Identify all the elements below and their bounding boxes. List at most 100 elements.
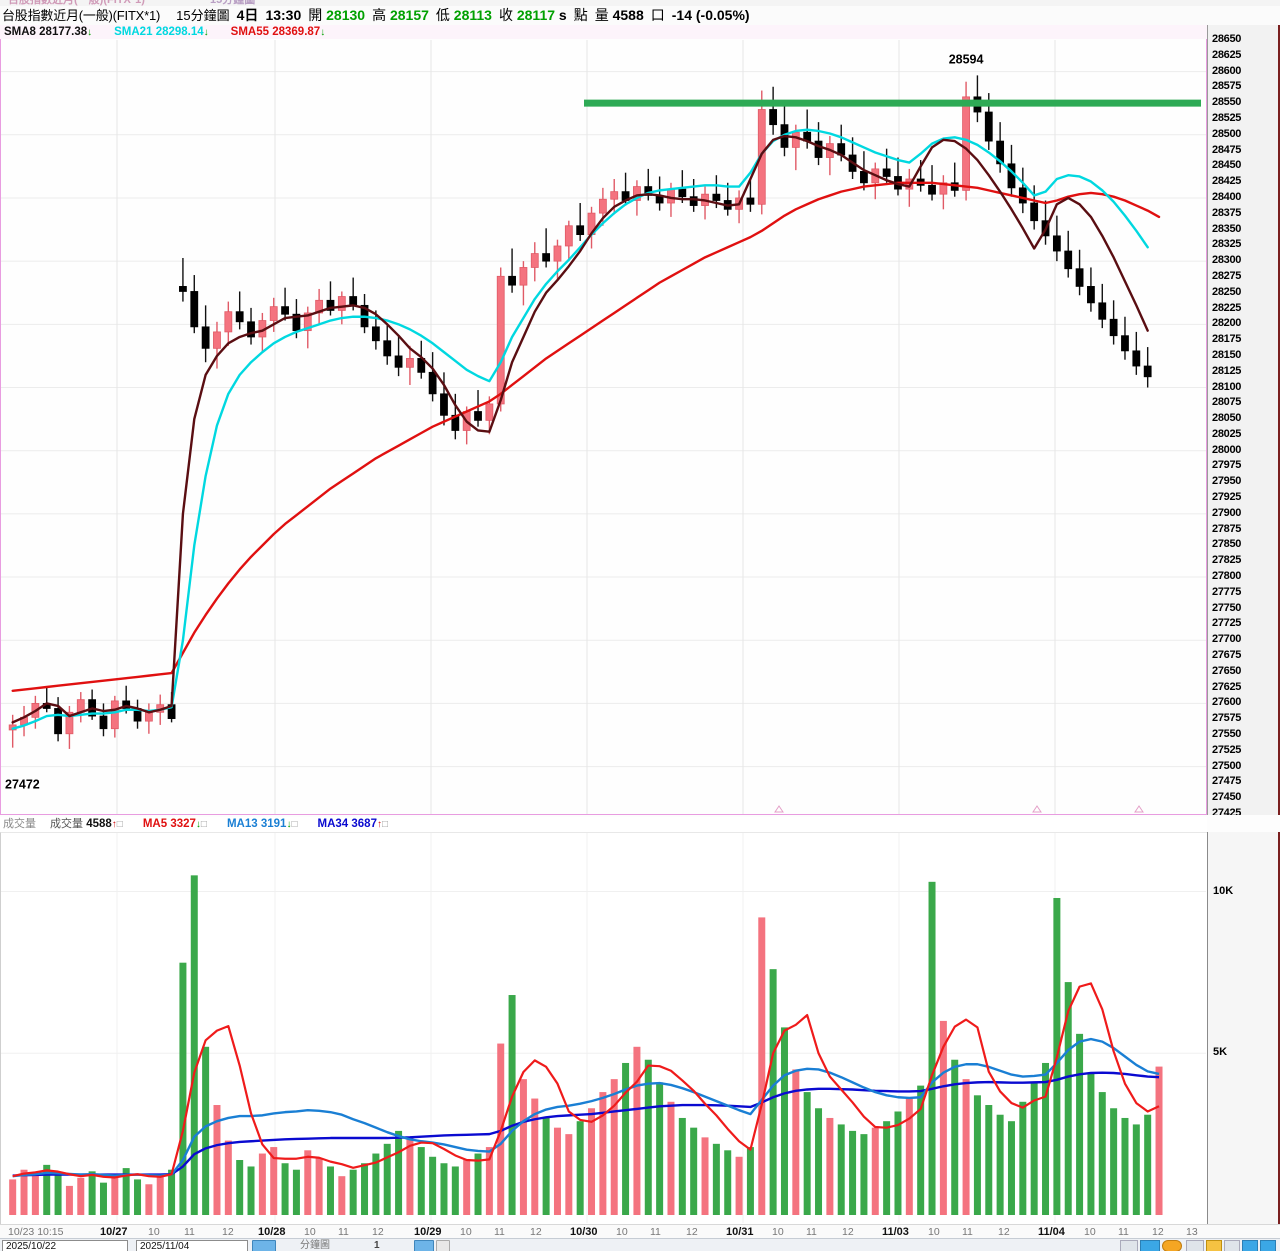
symbol-name[interactable]: 台股指數近月(一般)(FITX*1) bbox=[2, 8, 161, 23]
candle-body bbox=[1098, 302, 1107, 320]
vol-ma5-toggle[interactable]: □ bbox=[200, 819, 207, 830]
price-plot-area[interactable]: 28594 27472 bbox=[1, 40, 1206, 814]
settings-button[interactable] bbox=[1186, 1240, 1204, 1251]
open-value: 28130 bbox=[326, 7, 366, 23]
time-axis-major-tick: 11/04 bbox=[1038, 1226, 1065, 1238]
volume-series-toggle[interactable]: □ bbox=[116, 819, 123, 830]
volume-bar bbox=[724, 1150, 732, 1215]
period-apply-button[interactable] bbox=[414, 1240, 434, 1251]
volume-bar bbox=[565, 1134, 573, 1215]
candle-body bbox=[1132, 350, 1141, 367]
fullscreen-button[interactable] bbox=[1260, 1240, 1276, 1251]
vol-ma34-toggle[interactable]: □ bbox=[381, 819, 389, 830]
volume-bar bbox=[883, 1121, 891, 1215]
volume-value: 4588 bbox=[612, 7, 644, 23]
candle-body bbox=[553, 245, 562, 262]
volume-bar bbox=[815, 1108, 823, 1215]
volume-bar bbox=[667, 1101, 675, 1215]
period-count-value[interactable]: 1 bbox=[374, 1240, 380, 1251]
sma55-line bbox=[11, 181, 1161, 692]
volume-ma34-line bbox=[12, 1071, 1160, 1177]
price-axis-tick: 27650 bbox=[1212, 664, 1242, 677]
time-axis-minor-tick: 10 bbox=[772, 1226, 784, 1238]
candle-body bbox=[190, 291, 199, 328]
volume-bar bbox=[179, 962, 187, 1215]
candle-body bbox=[179, 286, 187, 292]
price-axis-tick: 27475 bbox=[1212, 775, 1242, 788]
price-axis-tick: 28650 bbox=[1212, 33, 1242, 45]
price-chart-pane[interactable]: 28594 27472 bbox=[0, 25, 1207, 815]
vol-ma13-legend[interactable]: MA13 3191↓□ bbox=[227, 818, 298, 830]
price-axis-tick: 27875 bbox=[1212, 522, 1242, 535]
vol-ma34-legend[interactable]: MA34 3687↑□ bbox=[318, 818, 389, 830]
volume-bar bbox=[576, 1121, 584, 1215]
price-axis-tick: 27675 bbox=[1212, 649, 1242, 662]
session-marker-icon bbox=[1032, 805, 1042, 813]
candle-body bbox=[1064, 250, 1073, 270]
period-refresh-button[interactable] bbox=[436, 1240, 450, 1251]
time-axis-minor-tick: 10 bbox=[928, 1226, 940, 1238]
price-axis[interactable]: 28650 28625 28600 28575 28550 28525 28500 28475… bbox=[1207, 25, 1280, 815]
candle-body bbox=[349, 296, 358, 306]
time-axis-minor-tick: 11 bbox=[962, 1226, 973, 1238]
candle-body bbox=[882, 168, 891, 177]
open-label: 開 bbox=[308, 7, 323, 23]
time-axis-minor-tick: 12 bbox=[372, 1226, 384, 1238]
volume-bar bbox=[996, 1114, 1004, 1215]
calendar-go-button[interactable] bbox=[252, 1240, 276, 1251]
price-axis-tick: 27725 bbox=[1212, 617, 1242, 630]
volume-axis: 10K 5K bbox=[1207, 832, 1280, 1224]
volume-bar bbox=[622, 1062, 630, 1215]
snapshot-button[interactable] bbox=[1242, 1240, 1258, 1251]
candle-body bbox=[337, 296, 346, 311]
period-toolbar-label: 分鐘圖 bbox=[300, 1240, 330, 1251]
volume-bar bbox=[270, 1147, 278, 1215]
sma55-label: SMA55 bbox=[230, 26, 270, 38]
time-axis[interactable]: 10/23 10:15 10/27 10 11 12 10/28 10 11 12 10/29 10… bbox=[0, 1224, 1280, 1238]
sma21-legend[interactable]: SMA21 28298.14↓ bbox=[114, 26, 209, 38]
volume-bar bbox=[122, 1168, 130, 1215]
price-axis-tick: 28425 bbox=[1212, 175, 1242, 188]
price-axis-tick: 28475 bbox=[1212, 143, 1242, 156]
vol-ma13-label: MA13 bbox=[226, 818, 258, 830]
sma8-legend[interactable]: SMA8 28177.38↓ bbox=[4, 26, 92, 38]
vol-ma5-legend[interactable]: MA5 3327↓□ bbox=[143, 818, 207, 830]
volume-chart-pane[interactable] bbox=[0, 832, 1207, 1224]
volume-bar bbox=[633, 1046, 641, 1215]
volume-bar bbox=[77, 1177, 85, 1215]
volume-bar bbox=[451, 1166, 459, 1215]
layout-grid-button[interactable] bbox=[1120, 1240, 1138, 1251]
candle-body bbox=[712, 193, 721, 201]
time-axis-minor-tick: 10 bbox=[1084, 1226, 1096, 1238]
vol-ma5-value: 3327 bbox=[170, 818, 196, 830]
candle-body bbox=[269, 306, 278, 321]
vol-ma13-toggle[interactable]: □ bbox=[291, 819, 298, 830]
change-value: -14 (-0.05%) bbox=[671, 7, 750, 23]
volume-bar bbox=[31, 1174, 39, 1215]
price-axis-tick: 28625 bbox=[1212, 48, 1242, 61]
candle-body bbox=[996, 140, 1005, 165]
volume-bar bbox=[644, 1059, 652, 1215]
bookmark-button[interactable] bbox=[1206, 1240, 1222, 1251]
alert-button[interactable] bbox=[1162, 1240, 1182, 1251]
undo-button[interactable] bbox=[1224, 1240, 1240, 1251]
volume-bar bbox=[372, 1153, 380, 1215]
price-axis-tick: 27550 bbox=[1212, 728, 1242, 741]
candle-body bbox=[213, 331, 221, 349]
price-axis-tick: 28300 bbox=[1212, 254, 1242, 267]
candle-body bbox=[667, 188, 675, 204]
candle-body bbox=[633, 186, 641, 201]
period-label[interactable]: 15分鐘圖 bbox=[176, 8, 230, 23]
candle-body bbox=[962, 96, 970, 191]
sma55-legend[interactable]: SMA55 28369.87↓ bbox=[231, 26, 326, 38]
price-axis-tick: 27500 bbox=[1212, 759, 1242, 772]
volume-bar bbox=[224, 1140, 232, 1215]
price-axis-tick: 27950 bbox=[1212, 475, 1242, 488]
zoom-out-button[interactable] bbox=[1140, 1240, 1160, 1251]
volume-bar bbox=[599, 1092, 607, 1215]
bottom-toolbar[interactable]: 2025/10/22 2025/11/04 分鐘圖 1 bbox=[0, 1238, 1280, 1251]
candle-body bbox=[99, 715, 108, 730]
date-to-input[interactable]: 2025/11/04 bbox=[136, 1240, 248, 1251]
date-from-input[interactable]: 2025/10/22 bbox=[2, 1240, 128, 1251]
